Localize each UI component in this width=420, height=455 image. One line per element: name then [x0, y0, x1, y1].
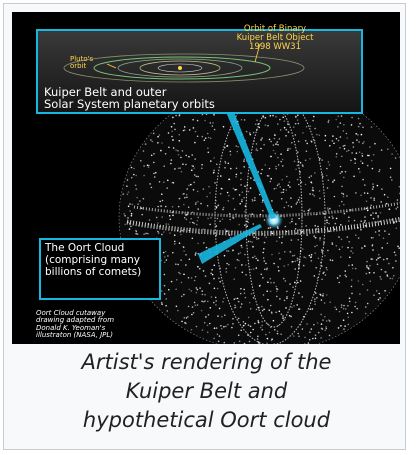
image-credit: Oort Cloud cutaway drawing adapted from … — [36, 309, 115, 340]
caption-line-2: Kuiper Belt and — [125, 379, 288, 403]
callout-pointer — [198, 224, 262, 264]
figure-caption: Artist's rendering of the Kuiper Belt an… — [10, 348, 403, 435]
illustration-graphic — [36, 29, 400, 344]
oort-cloud-illustration[interactable]: Orbit of Binary Kuiper Belt Object 1998 … — [12, 12, 400, 344]
oort-callout-box — [39, 238, 161, 300]
thumbnail-frame: Orbit of Binary Kuiper Belt Object 1998 … — [3, 3, 406, 450]
comet-dots — [122, 109, 400, 344]
oort-cloud-label: The Oort Cloud (comprising many billions… — [45, 242, 142, 278]
binary-kbo-label: Orbit of Binary Kuiper Belt Object 1998 … — [236, 24, 314, 52]
caption-line-3: hypothetical Oort cloud — [82, 408, 331, 432]
pluto-orbit-label: Pluto's orbit — [70, 55, 94, 71]
inset-title: Kuiper Belt and outer Solar System plane… — [44, 85, 215, 112]
caption-line-1: Artist's rendering of the — [81, 350, 332, 374]
sun-glow — [265, 211, 283, 229]
oort-sphere — [118, 81, 400, 344]
inset-pointer — [226, 112, 276, 219]
kuiper-inset-panel — [36, 29, 363, 114]
